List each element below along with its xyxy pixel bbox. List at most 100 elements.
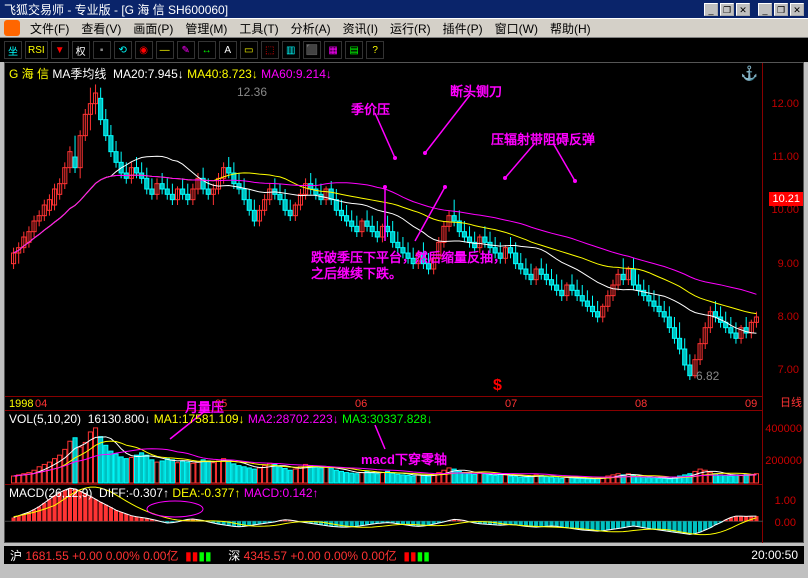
menu-item[interactable]: 查看(V) [75, 18, 127, 39]
toolbar-button[interactable]: ✎ [177, 41, 195, 59]
macd-panel[interactable]: MACD(26,12,9) DIFF:-0.307↑ DEA:-0.377↑ M… [5, 485, 763, 543]
timeline-tick: 08 [635, 398, 647, 410]
trough-label: 6.82 [696, 369, 719, 383]
price-axis: 12.00 11.00 10.00 9.00 8.00 7.00 10.21 [761, 63, 803, 397]
toolbar-button[interactable]: ⬛ [303, 41, 321, 59]
current-price-tag: 10.21 [769, 192, 803, 206]
price-tick: 9.00 [778, 258, 799, 270]
timeline-tick: 09 [745, 398, 757, 410]
toolbar-button[interactable]: ⟲ [114, 41, 132, 59]
annot-2: 季价压 [351, 99, 390, 118]
status-bar: 沪 1681.55 +0.00 0.00% 0.00亿 ▮▮▮▮ 深 4345.… [4, 546, 804, 564]
macd-tick-1: 1.00 [775, 495, 796, 507]
timeline-tick: 04 [35, 398, 47, 410]
timeline: 1998 日线 040506070809 [5, 397, 763, 411]
child-max-button[interactable]: ❐ [774, 3, 788, 16]
vol-ma2-arrow-icon: ↓ [333, 412, 339, 426]
vol-ma3-label: MA3: [342, 412, 370, 426]
ma40-value: 8.723 [222, 67, 252, 81]
menubar: 文件(F)查看(V)画面(P)管理(M)工具(T)分析(A)资讯(I)运行(R)… [0, 18, 808, 38]
annot-5: 月量压 [185, 397, 224, 416]
ma20-label: MA20: [113, 67, 148, 81]
price-tick: 7.00 [778, 364, 799, 376]
vol-tick-1: 400000 [765, 423, 802, 435]
price-tick: 12.00 [771, 98, 799, 110]
child-close-button[interactable]: ✕ [790, 3, 804, 16]
min-button[interactable]: _ [704, 3, 718, 16]
toolbar-button[interactable]: ▤ [345, 41, 363, 59]
ma60-arrow-icon: ↓ [326, 67, 332, 81]
toolbar-button[interactable]: A [219, 41, 237, 59]
annot-4b: 之后继续下跌。 [311, 263, 402, 282]
menu-item[interactable]: 画面(P) [127, 18, 179, 39]
macd-val-label: MACD: [244, 486, 283, 500]
dollar-marker: $ [493, 377, 502, 395]
vol-ma1-label: MA1: [154, 412, 182, 426]
toolbar-button[interactable]: ▥ [282, 41, 300, 59]
menu-item[interactable]: 资讯(I) [337, 18, 384, 39]
vol-arrow-icon: ↓ [144, 412, 150, 426]
toolbar-button[interactable]: 权 [72, 41, 90, 59]
price-tick: 8.00 [778, 311, 799, 323]
diff-value: -0.307 [129, 486, 163, 500]
vol-ma3-value: 30337.828 [370, 412, 427, 426]
menu-item[interactable]: 运行(R) [384, 18, 437, 39]
app-logo-icon [4, 20, 20, 36]
timeline-tick: 07 [505, 398, 517, 410]
toolbar: 坐RSI▼权▪⟲◉—✎↔A▭⬚▥⬛▦▤? [0, 38, 808, 62]
ma40-arrow-icon: ↓ [252, 67, 258, 81]
menu-item[interactable]: 文件(F) [24, 18, 75, 39]
annot-1: 断头铡刀 [450, 81, 502, 100]
menu-item[interactable]: 插件(P) [437, 18, 489, 39]
price-tick: 11.00 [772, 151, 799, 163]
vol-tick-2: 200000 [765, 455, 802, 467]
toolbar-button[interactable]: ▼ [51, 41, 69, 59]
toolbar-button[interactable]: ? [366, 41, 384, 59]
anchor-icon[interactable]: ⚓ [741, 65, 758, 82]
stock-name: G 海 信 [9, 67, 49, 81]
ma-title: MA季均线 [52, 67, 106, 81]
toolbar-button[interactable]: ⬚ [261, 41, 279, 59]
max-button[interactable]: ❐ [720, 3, 734, 16]
child-min-button[interactable]: _ [758, 3, 772, 16]
dea-label: DEA: [172, 486, 200, 500]
price-tick: 10.00 [771, 204, 799, 216]
toolbar-button[interactable]: ▭ [240, 41, 258, 59]
ma20-arrow-icon: ↓ [178, 67, 184, 81]
vol-ma2-label: MA2: [248, 412, 276, 426]
toolbar-button[interactable]: ↔ [198, 41, 216, 59]
annot-3: 压辐射带阻碍反弹 [491, 129, 595, 148]
period-label: 日线 [780, 394, 802, 410]
annot-6: macd下穿零轴 [361, 449, 447, 468]
peak-label: 12.36 [237, 85, 267, 99]
dea-arrow-icon: ↑ [234, 486, 240, 500]
toolbar-button[interactable]: ▪ [93, 41, 111, 59]
volume-panel[interactable]: VOL(5,10,20) 16130.800↓ MA1:17581.109↓ M… [5, 411, 763, 485]
window-title: 飞狐交易师 - 专业版 - [G 海 信 SH600060] [4, 1, 228, 18]
market-sz-label: 深 [228, 549, 240, 563]
toolbar-button[interactable]: ◉ [135, 41, 153, 59]
main-chart[interactable]: G 海 信 MA季均线 MA20:7.945↓ MA40:8.723↓ MA60… [5, 63, 763, 397]
toolbar-button[interactable]: ▦ [324, 41, 342, 59]
vol-ma3-arrow-icon: ↓ [427, 412, 433, 426]
menu-item[interactable]: 窗口(W) [489, 18, 544, 39]
menu-item[interactable]: 帮助(H) [544, 18, 597, 39]
market-sz-value: 4345.57 +0.00 0.00% 0.00亿 [244, 549, 397, 563]
ma20-value: 7.945 [148, 67, 178, 81]
dea-value: -0.377 [200, 486, 234, 500]
ma60-label: MA60: [261, 67, 296, 81]
toolbar-button[interactable]: — [156, 41, 174, 59]
vol-ma1-arrow-icon: ↓ [239, 412, 245, 426]
vol-ma2-value: 28702.223 [276, 412, 333, 426]
menu-item[interactable]: 管理(M) [179, 18, 233, 39]
year-label: 1998 [9, 398, 33, 410]
toolbar-button[interactable]: 坐 [4, 41, 22, 59]
close-button[interactable]: ✕ [736, 3, 750, 16]
toolbar-button[interactable]: RSI [25, 41, 48, 59]
menu-item[interactable]: 工具(T) [233, 18, 284, 39]
menu-item[interactable]: 分析(A) [285, 18, 337, 39]
ma60-value: 9.214 [296, 67, 326, 81]
macd-label: MACD(26,12,9) [9, 486, 92, 500]
macd-value: 0.142 [282, 486, 312, 500]
vol-value: 16130.800 [88, 412, 145, 426]
